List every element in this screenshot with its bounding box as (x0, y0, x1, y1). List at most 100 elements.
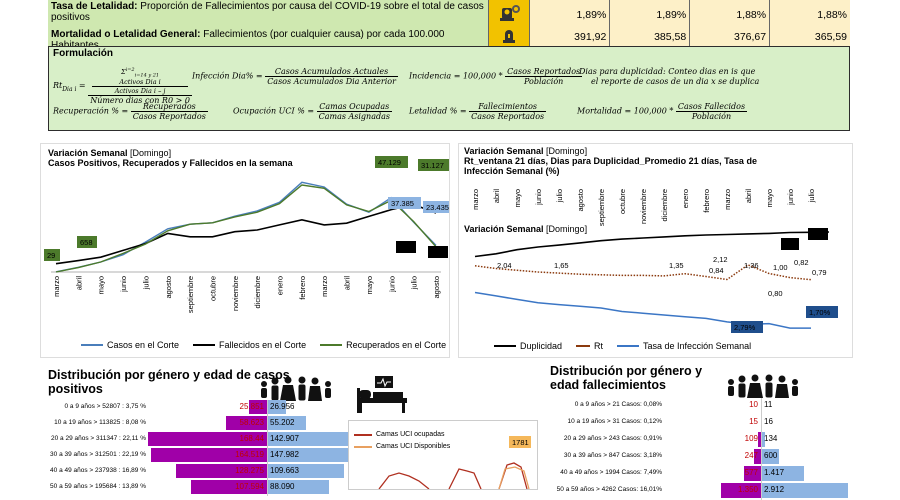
formulas-title: Formulación (53, 48, 113, 59)
rt-legend: Duplicidad Rt Tasa de Infección Semanal (494, 341, 751, 351)
pyramid-male-value: 142.907 (270, 434, 299, 443)
legend-casos-label: Casos en el Corte (107, 340, 179, 350)
chart1-label-478: 478 (431, 248, 444, 257)
letalidad-row: Tasa de Letalidad: Proporción de Falleci… (48, 0, 850, 25)
pyramid-male-value: 55.202 (270, 418, 294, 427)
mortalidad-den: Población (676, 112, 747, 121)
letalidad-num: Fallecimientos (469, 102, 546, 112)
weekly-cases-legend: Casos en el Corte Fallecidos en el Corte… (81, 340, 446, 350)
legend-rt: Rt (576, 341, 603, 351)
incidencia-den: Población (505, 77, 582, 86)
chart1-tick-6: septiembre (186, 276, 195, 313)
duplicidad-formula: Dias para duplicidad: Conteo dias en is … (579, 67, 759, 87)
recuperacion-label: Recuperación % = (53, 107, 128, 116)
chart1-label-47129: 47.129 (378, 158, 401, 167)
chart2-dup-label-2: 109 (784, 240, 797, 249)
mortalidad-value-3: 376,67 (690, 24, 770, 46)
chart1-tick-14: mayo (365, 276, 374, 294)
pyramid-male-value: 11 (764, 400, 772, 409)
pyramid-female-value: 164.519 (235, 450, 264, 459)
chart2-tick-10: enero (681, 189, 690, 208)
rt-inner-den: Activos Dia i – j (92, 87, 188, 95)
letalidad-value-1: 1,89% (530, 0, 610, 24)
rt-chart: marzo abril mayo junio julio agosto septiembre… (459, 144, 852, 357)
chart1-tick-12: marzo (320, 276, 329, 297)
rt-sum-top: i=2 (126, 67, 135, 73)
pyramid-female-value: 15 (749, 417, 758, 426)
pyramid-row-label: 0 a 9 años > 52807 : 3,75 % (48, 403, 146, 410)
chart2-tick-0: marzo (471, 189, 480, 210)
chart2-tick-4: julio (555, 189, 564, 203)
pyramid-male-value: 147.982 (270, 450, 299, 459)
chart2-tick-13: abril (744, 189, 753, 204)
mortalidad-num: Casos Fallecidos (676, 102, 747, 112)
mortalidad-value-1: 391,92 (530, 24, 610, 46)
legend-casos: Casos en el Corte (81, 340, 179, 350)
icu-chart: 1781 (349, 421, 537, 489)
chart2-rt-label-204: 2,04 (497, 261, 512, 270)
pyramid-female-value: 577 (745, 468, 758, 477)
chart2-tick-14: mayo (765, 189, 774, 207)
siren-icon (489, 24, 530, 46)
pyramid-row-label: 10 a 19 años > 31 Casos: 0,12% (550, 418, 662, 425)
positives-pyramid: 0 a 9 años > 52807 : 3,75 % 25.851 26.956 1… (48, 400, 338, 490)
legend-rt-label: Rt (594, 341, 603, 351)
chart1-tick-16: julio (410, 276, 419, 290)
pyramid-male-value: 16 (764, 417, 773, 426)
pyramid-axis (267, 400, 268, 496)
chart2-tick-7: octubre (618, 189, 627, 214)
chart1-tick-1: abril (74, 276, 83, 291)
pyramid-female-value: 10 (749, 400, 758, 409)
legend-duplicidad-label: Duplicidad (520, 341, 562, 351)
chart2-rt-label-165: 1,65 (554, 261, 569, 270)
pyramid-axis (761, 398, 762, 500)
chart2-rt-label-080: 0,80 (768, 289, 783, 298)
pyramid-row-label: 30 a 39 años > 847 Casos: 3,18% (550, 452, 662, 459)
mortalidad-value-2: 385,58 (610, 24, 690, 46)
chart1-tick-4: julio (141, 276, 150, 290)
duplicidad-text-2: el reporte de casos de un dia x se dupli… (579, 77, 759, 87)
chart2-tick-15: junio (786, 189, 795, 206)
letalidad-value-3: 1,88% (690, 0, 770, 24)
chart1-tick-17: agosto (432, 276, 441, 299)
chart1-tick-0: marzo (52, 276, 61, 297)
chart1-tick-7: octubre (208, 276, 217, 301)
pyramid-female-value: 25.851 (240, 402, 264, 411)
chart2-rt-label-136: 1,36 (744, 261, 759, 270)
pyramid-male-value: 26.956 (270, 402, 294, 411)
legend-tasa-label: Tasa de Infección Semanal (643, 341, 751, 351)
recuperacion-den: Casos Reportados (131, 112, 208, 121)
pyramid-male-value: 1.417 (764, 468, 784, 477)
chart2-tick-3: junio (534, 189, 543, 206)
rt-sub: Dia i (62, 86, 76, 93)
chart2-tick-6: septiembre (597, 189, 606, 226)
recuperacion-num: Recuperados (131, 102, 208, 112)
legend-fallecidos: Fallecidos en el Corte (193, 340, 306, 350)
deaths-distribution-title: Distribución por género y edad fallecimi… (550, 364, 730, 392)
formulas-box: Formulación RtDia i = Σi=2i=14 y 21 Acti… (48, 46, 850, 131)
legend-recuperados: Recuperados en el Corte (320, 340, 446, 350)
chart1-tick-11: febrero (298, 276, 307, 300)
chart2-tick-5: agosto (576, 189, 585, 212)
chart2-rt-label-212: 2,12 (713, 255, 728, 264)
chart2-rt-label-135: 1,35 (669, 261, 684, 270)
chart2-tick-9: diciembre (660, 189, 669, 222)
mortalidad-value-4: 365,59 (770, 24, 850, 46)
chart1-label-31127: 31.127 (421, 161, 444, 170)
mortalidad-row: Mortalidad o Letalidad General: Fallecim… (48, 24, 850, 47)
pyramid-female-value: 247 (745, 451, 758, 460)
pyramid-female-value: 58.623 (240, 418, 264, 427)
chart2-tasa-label-279: 2,79% (734, 323, 756, 332)
chart2-tick-11: febrero (702, 189, 711, 213)
incidencia-num: Casos Reportados (505, 67, 582, 77)
chart1-series-2 (56, 185, 436, 272)
infeccion-den: Casos Acumulados Dia Anterior (265, 77, 398, 86)
